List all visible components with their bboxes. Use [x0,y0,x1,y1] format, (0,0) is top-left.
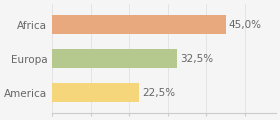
Bar [52,83,139,102]
Text: 22,5%: 22,5% [142,88,175,98]
Text: 32,5%: 32,5% [181,54,214,64]
Text: 45,0%: 45,0% [229,20,262,30]
Bar [52,15,226,34]
Bar [52,49,178,68]
